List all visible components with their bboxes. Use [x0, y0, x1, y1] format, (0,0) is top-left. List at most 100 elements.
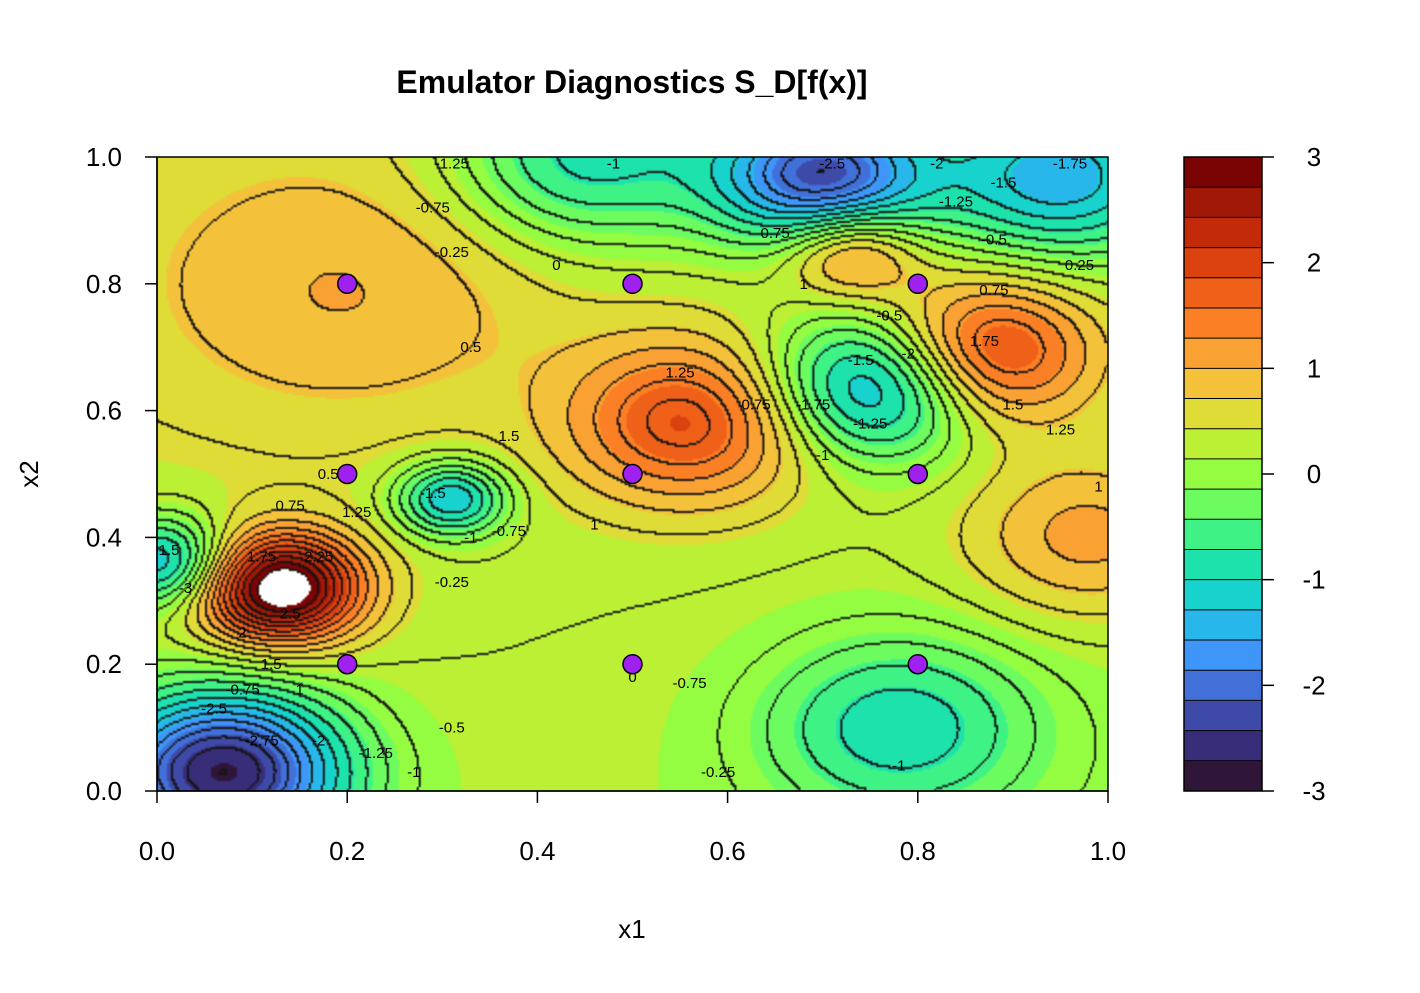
design-point — [622, 463, 643, 485]
contour-label: 1 — [1094, 479, 1102, 496]
contour-label: 0.5 — [318, 466, 339, 483]
contour-label: -0.75 — [672, 675, 706, 692]
contour-label: 0.25 — [1065, 257, 1094, 274]
contour-label: -3 — [179, 580, 192, 597]
colorbar-band — [1184, 519, 1262, 550]
design-point — [336, 273, 358, 295]
colorbar-band — [1184, 277, 1262, 309]
colorbar-band — [1184, 398, 1262, 430]
colorbar-band — [1184, 700, 1262, 732]
y-tick-label: 1.0 — [86, 142, 122, 172]
colorbar-tick-label: -3 — [1302, 776, 1325, 806]
contour-label: -0.5 — [981, 231, 1007, 248]
contour-label: 0.5 — [460, 339, 481, 356]
contour-label: 1.5 — [498, 428, 519, 445]
contour-label: -0.25 — [435, 244, 469, 261]
contour-label: -0.5 — [876, 308, 902, 325]
y-tick-label: 0.0 — [86, 776, 122, 806]
contour-label: 0 — [552, 257, 560, 274]
x-tick-label: 0.6 — [710, 836, 746, 866]
contour-label: 1.25 — [665, 365, 694, 382]
contour-label: -1.5 — [154, 542, 180, 559]
contour-label: -1.5 — [848, 352, 874, 369]
contour-label: -1 — [464, 529, 477, 546]
colorbar: -3 -2 -1 0 1 2 3 — [1183, 142, 1326, 806]
contour-label: 0.75 — [276, 498, 305, 515]
contour-label: 1.5 — [261, 656, 282, 673]
y-axis: 0.0 0.2 0.4 0.6 0.8 1.0 — [86, 142, 158, 806]
contour-labels: -1.25 -1 -0.75 -0.25 0 0.5 -2.5 -2 -1.75 -1.5 -1.2… — [154, 155, 1103, 781]
contour-label: 2.25 — [304, 548, 333, 565]
chart-title: Emulator Diagnostics S_D[f(x)] — [396, 64, 867, 100]
x-tick-label: 0.2 — [329, 836, 365, 866]
design-point — [336, 653, 358, 675]
colorbar-tick-label: -1 — [1302, 565, 1325, 595]
colorbar-band — [1184, 458, 1262, 490]
design-point — [907, 653, 929, 675]
x-axis-title: x1 — [618, 914, 645, 944]
y-tick-label: 0.4 — [86, 522, 122, 552]
contour-label: -2.75 — [245, 732, 279, 749]
contour-label: -2 — [312, 732, 325, 749]
contour-label: -1.75 — [1053, 155, 1087, 172]
contour-label: -2.5 — [201, 701, 227, 718]
colorbar-tick-label: -2 — [1302, 670, 1325, 700]
contour-label: 0.75 — [979, 282, 1008, 299]
contour-label: -1 — [607, 155, 620, 172]
colorbar-band — [1184, 307, 1262, 339]
contour-label: 0.75 — [761, 225, 790, 242]
colorbar-tick-label: 0 — [1307, 459, 1321, 489]
contour-label: -0.25 — [435, 574, 469, 591]
design-points — [336, 273, 929, 675]
colorbar-band — [1184, 157, 1262, 188]
x-tick-label: 1.0 — [1090, 836, 1126, 866]
colorbar-band — [1184, 368, 1262, 400]
contour-label: -0.75 — [225, 682, 259, 699]
contour-label: -1.25 — [853, 415, 887, 432]
contour-label: -1 — [407, 764, 420, 781]
contour-label: -1.5 — [420, 485, 446, 502]
colorbar-band — [1184, 549, 1262, 581]
contour-label: 1.25 — [1046, 422, 1075, 439]
colorbar-band — [1184, 428, 1262, 460]
contour-label: 1 — [295, 682, 303, 699]
colorbar-band — [1184, 217, 1262, 249]
colorbar-tick-label: 1 — [1307, 353, 1321, 383]
contour-label: -2 — [930, 155, 943, 172]
design-point — [622, 653, 643, 675]
contour-label: -2.5 — [819, 155, 845, 172]
contour-label: -0.25 — [701, 764, 735, 781]
design-point — [907, 273, 929, 295]
x-tick-label: 0.4 — [519, 836, 555, 866]
contour-label: -0.75 — [416, 200, 450, 217]
colorbar-band — [1184, 670, 1262, 701]
contour-label: 1.75 — [247, 548, 276, 565]
contour-label: 1 — [590, 517, 598, 534]
contour-label: -1 — [892, 758, 905, 775]
y-tick-label: 0.2 — [86, 649, 122, 679]
x-axis: 0.0 0.2 0.4 0.6 0.8 1.0 — [139, 790, 1126, 866]
contour-label: -2 — [902, 346, 915, 363]
x-tick-label: 0.0 — [139, 836, 175, 866]
contour-label: -1.25 — [939, 193, 973, 210]
colorbar-band — [1184, 760, 1262, 792]
contour-label: 1.25 — [342, 504, 371, 521]
colorbar-band — [1184, 579, 1262, 611]
contour-label: -1.25 — [435, 155, 469, 172]
contour-label: -0.5 — [439, 720, 465, 737]
design-point — [907, 463, 929, 485]
design-point — [336, 463, 358, 485]
contour-label: 2 — [238, 625, 246, 642]
contour-label: -1.5 — [990, 174, 1016, 191]
contour-label: 2.5 — [280, 605, 301, 622]
colorbar-band — [1184, 730, 1262, 762]
design-point — [622, 273, 643, 295]
colorbar-band — [1184, 640, 1262, 671]
x-tick-label: 0.8 — [900, 836, 936, 866]
colorbar-tick-label: 2 — [1307, 248, 1321, 278]
colorbar-band — [1184, 187, 1262, 218]
y-tick-label: 0.8 — [86, 269, 122, 299]
contour-label: -0.75 — [492, 523, 526, 540]
